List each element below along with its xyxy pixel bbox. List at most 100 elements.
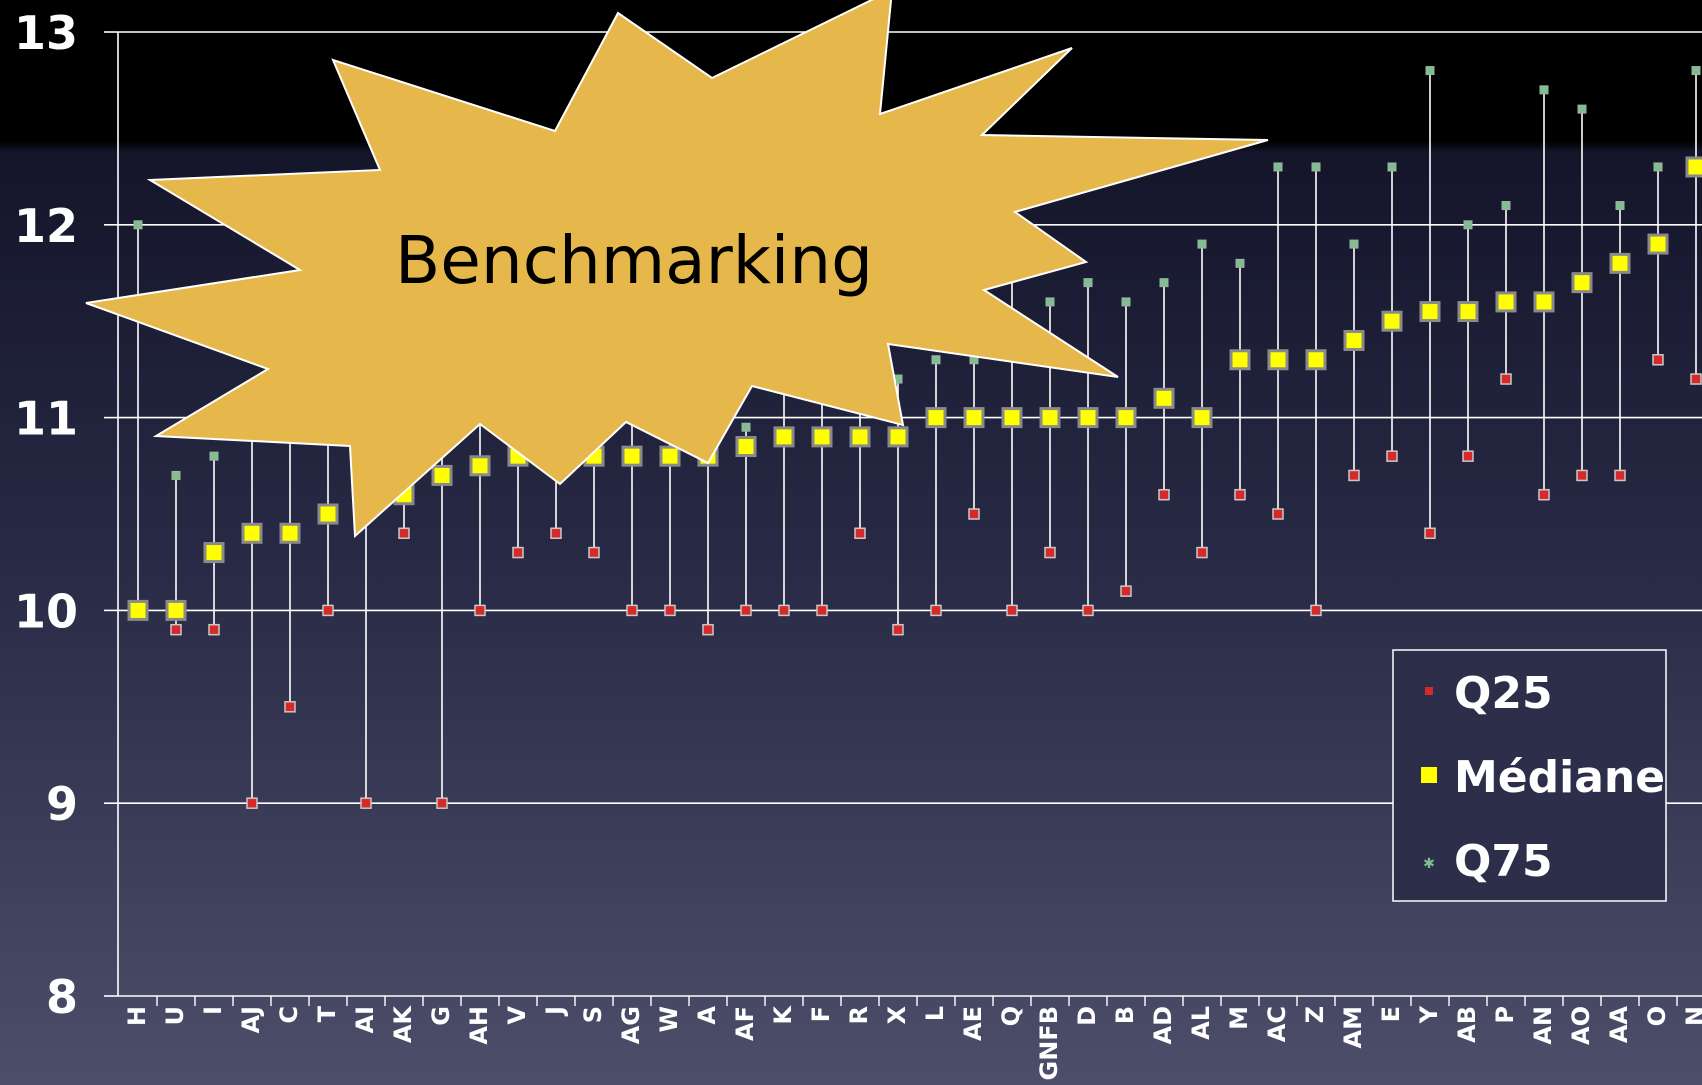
q25-point (1690, 373, 1702, 385)
callout-text: Benchmarking (395, 222, 873, 299)
q25-point (1462, 450, 1474, 462)
q75-point (1501, 201, 1511, 211)
q25-point (1538, 488, 1550, 501)
q25-point (284, 701, 296, 713)
x-tick-label: S (579, 1006, 607, 1023)
x-tick-label: P (1491, 1006, 1519, 1024)
q25-point (1500, 373, 1512, 385)
q25-point (1348, 469, 1360, 482)
legend-q75-label: Q75 (1454, 836, 1553, 887)
q75-point (1349, 239, 1359, 249)
q25-point (1614, 469, 1626, 482)
x-tick-label: AE (959, 1006, 987, 1041)
benchmarking-callout: Benchmarking (85, 0, 1269, 539)
q75-point (1691, 66, 1701, 76)
q25-point (1576, 469, 1588, 482)
x-tick-label: L (921, 1006, 949, 1021)
x-tick-label: AK (389, 1005, 417, 1044)
q25-point (1234, 488, 1246, 501)
q75-point (1273, 162, 1283, 172)
x-tick-label: D (1073, 1006, 1101, 1026)
y-tick-label: 10 (14, 584, 78, 638)
x-axis-tick-labels: H U I AJ C T AI AK G AH V J S AG W A AF K F R X L AE Q GNFB D B AD A… (123, 1005, 1702, 1081)
median-point (165, 599, 187, 621)
x-tick-label: J (541, 1006, 569, 1017)
q75-point (1463, 220, 1473, 230)
q25-point (702, 623, 714, 636)
q25-point (930, 604, 942, 617)
median-point (431, 464, 453, 486)
median-point (1191, 407, 1213, 429)
q75-point (133, 220, 143, 230)
median-point (773, 426, 795, 448)
x-tick-label: Q (997, 1006, 1025, 1026)
y-tick-label: 8 (46, 970, 78, 1024)
legend: Q25 Médiane ✱ Q75 (1392, 649, 1667, 902)
median-point (1457, 301, 1479, 323)
q25-point (1120, 585, 1132, 597)
legend-median-label: Médiane (1454, 752, 1665, 803)
q25-point (208, 623, 220, 636)
x-tick-label: K (769, 1005, 797, 1025)
legend-q75-marker: ✱ (1423, 856, 1435, 872)
median-point (203, 542, 225, 564)
median-point (1609, 252, 1631, 274)
median-point (1001, 407, 1023, 429)
median-point (279, 522, 301, 544)
median-point (1077, 407, 1099, 429)
x-tick-label: AG (617, 1006, 645, 1044)
x-tick-label: GNFB (1035, 1006, 1063, 1080)
q25-point (778, 604, 790, 617)
legend-box (1392, 649, 1667, 902)
median-point (735, 436, 757, 458)
median-point (1267, 349, 1289, 371)
q25-point (170, 623, 182, 636)
q25-point (854, 527, 866, 540)
x-tick-label: W (655, 1006, 683, 1032)
x-tick-label: AI (351, 1006, 379, 1034)
x-tick-label: AM (1339, 1006, 1367, 1048)
x-tick-label: Z (1301, 1006, 1329, 1023)
median-point (659, 445, 681, 467)
q75-point (741, 422, 751, 432)
q25-point (1006, 604, 1018, 617)
q75-point (1653, 162, 1663, 172)
x-tick-label: N (1681, 1006, 1702, 1026)
q25-point (892, 623, 904, 636)
x-tick-label: AF (731, 1006, 759, 1041)
q25-point (474, 604, 486, 617)
median-point (1685, 156, 1702, 178)
median-point (1115, 407, 1137, 429)
x-tick-label: U (161, 1006, 189, 1026)
q25-point (626, 604, 638, 617)
q25-point (664, 604, 676, 617)
median-point (925, 407, 947, 429)
q25-point (436, 797, 448, 809)
q75-point (1045, 297, 1055, 307)
x-tick-label: O (1643, 1006, 1671, 1026)
q75-point (1311, 162, 1321, 172)
x-tick-label: F (807, 1006, 835, 1022)
x-tick-label: R (845, 1006, 873, 1024)
median-point (127, 599, 149, 621)
x-tick-label: T (313, 1005, 341, 1022)
median-point (317, 503, 339, 525)
q75-point (1159, 278, 1169, 288)
median-point (621, 445, 643, 467)
y-axis-tick-labels: 8 9 10 11 12 13 (14, 6, 78, 1024)
q75-point (1197, 239, 1207, 249)
x-tick-label: M (1225, 1006, 1253, 1030)
median-point (1305, 349, 1327, 371)
q75-point (1083, 278, 1093, 288)
q75-point (1577, 104, 1587, 114)
median-point (963, 407, 985, 429)
q25-point (1272, 508, 1284, 520)
q25-point (1044, 546, 1056, 559)
x-tick-label: Y (1415, 1005, 1443, 1024)
median-point (469, 455, 491, 477)
q75-point (1615, 201, 1625, 211)
q25-point (740, 604, 752, 617)
median-point (1571, 272, 1593, 294)
x-tick-label: AL (1187, 1006, 1215, 1040)
